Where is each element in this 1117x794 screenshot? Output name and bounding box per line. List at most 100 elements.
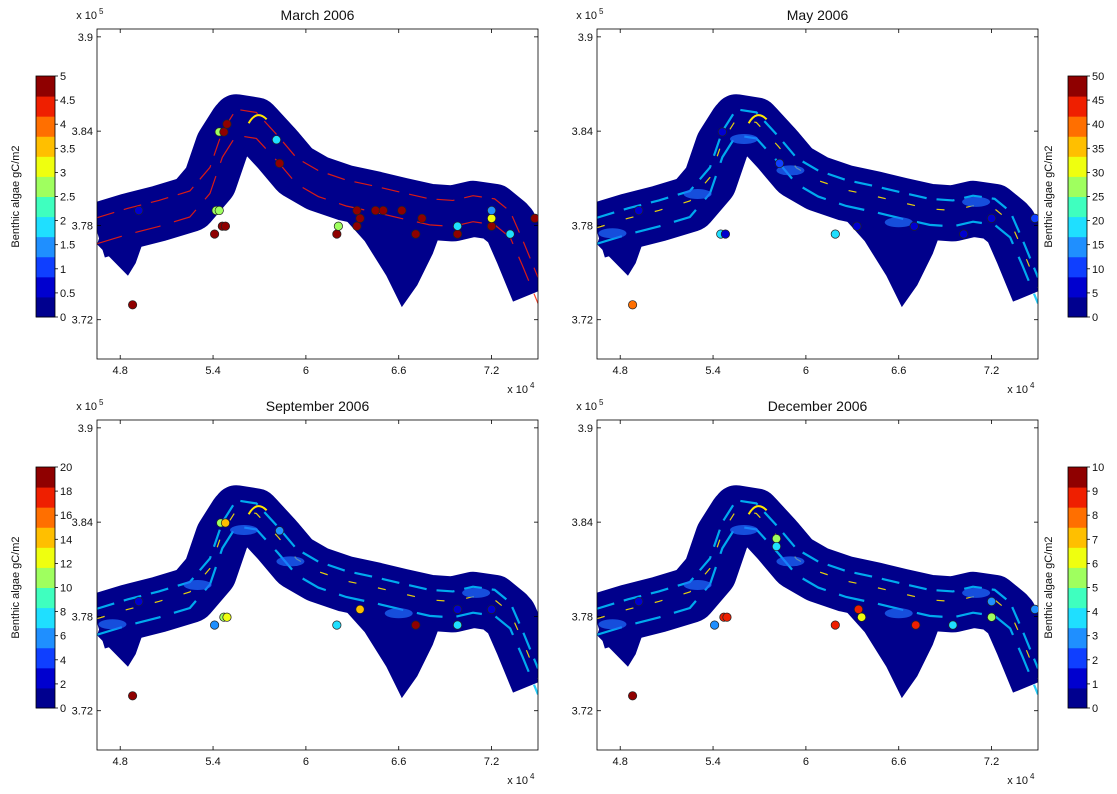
- x-tick-label: 5.4: [705, 756, 720, 768]
- colorbar-label: Benthic algae gC/m2: [10, 145, 22, 247]
- station-marker: [530, 213, 538, 223]
- y-tick-label: 3.9: [578, 32, 593, 44]
- colorbar-segment: [36, 136, 55, 157]
- colorbar-tick-label: 3.5: [60, 143, 75, 155]
- station-marker: [275, 158, 285, 168]
- colorbar-label: Benthic algae gC/m2: [1043, 536, 1055, 638]
- y-exponent-label: x 10: [576, 10, 597, 22]
- station-marker: [275, 526, 285, 536]
- panel-title: September 2006: [266, 398, 370, 414]
- river-bank-edge: [97, 134, 538, 304]
- station-marker: [411, 620, 421, 630]
- y-exponent-label: x 10: [576, 401, 597, 413]
- colorbar-tick-label: 40: [1092, 119, 1104, 131]
- colorbar-segment: [36, 216, 55, 238]
- algae-patch: [962, 587, 991, 598]
- x-exponent-power: 4: [530, 381, 535, 390]
- y-exponent-label: x 10: [76, 10, 97, 22]
- station-marker: [771, 541, 782, 552]
- y-tick-label: 3.78: [572, 220, 593, 232]
- colorbar-segment: [1068, 196, 1087, 218]
- x-tick-label: 5.4: [205, 756, 220, 768]
- colorbar-tick-label: 4.5: [60, 95, 75, 107]
- colorbar-segment: [36, 567, 55, 588]
- colorbar-segment: [36, 176, 55, 197]
- colorbar-label: Benthic algae gC/m2: [10, 536, 22, 638]
- colorbar-segment: [1068, 76, 1087, 97]
- station-marker: [452, 620, 463, 630]
- colorbar-tick-label: 8: [60, 607, 66, 619]
- colorbar-tick-label: 2: [1092, 655, 1098, 667]
- river-domain: [597, 94, 1038, 308]
- colorbar-tick-label: 5: [1092, 583, 1098, 595]
- station-marker: [378, 205, 388, 216]
- y-tick-label: 3.72: [72, 315, 93, 327]
- station-marker: [634, 596, 644, 607]
- colorbar-segment: [36, 96, 55, 117]
- colorbar-segment: [36, 76, 55, 97]
- colorbar-tick-label: 3: [60, 167, 66, 179]
- colorbar-tick-label: 5: [1092, 288, 1098, 300]
- station-marker: [487, 213, 497, 223]
- colorbar-segment: [36, 527, 55, 548]
- colorbar-segment: [36, 156, 55, 177]
- station-marker: [333, 221, 343, 231]
- station-marker: [222, 119, 232, 129]
- algae-patch: [962, 196, 991, 207]
- panel-title: May 2006: [787, 7, 849, 23]
- colorbar-tick-label: 10: [1092, 462, 1104, 474]
- x-tick-label: 4.8: [613, 365, 628, 377]
- river-bank-edge: [747, 114, 768, 124]
- station-marker: [452, 229, 463, 239]
- panel-4: December 2006 3.72 3.78 3.84 3.9 4.8 5.4 6 6.6 7.…: [572, 398, 1105, 787]
- panel-1: March 2006 3.72 3.78 3.84 3.9 4.8 5.4 6 6.6 7.2 x …: [10, 7, 539, 396]
- y-exponent-power: 5: [599, 7, 604, 16]
- station-marker: [771, 534, 782, 544]
- colorbar-tick-label: 9: [1092, 486, 1098, 498]
- colorbar-segment: [1068, 176, 1087, 197]
- colorbar-tick-label: 4: [60, 655, 66, 667]
- colorbar-tick-label: 7: [1092, 534, 1098, 546]
- station-marker: [1030, 213, 1038, 223]
- colorbar-segment: [1068, 687, 1087, 709]
- station-marker: [452, 221, 463, 231]
- colorbar-tick-label: 3: [1092, 631, 1098, 643]
- colorbar-tick-label: 0: [1092, 312, 1098, 324]
- colorbar-segment: [1068, 276, 1087, 298]
- colorbar-tick-label: 30: [1092, 167, 1104, 179]
- colorbar-segment: [1068, 567, 1087, 588]
- y-tick-label: 3.78: [72, 220, 93, 232]
- colorbar-tick-label: 35: [1092, 143, 1104, 155]
- colorbar-tick-label: 10: [1092, 264, 1104, 276]
- algae-patch: [683, 580, 712, 590]
- algae-patch: [598, 619, 627, 630]
- station-marker: [948, 620, 958, 630]
- station-marker: [628, 300, 638, 310]
- colorbar-segment: [36, 667, 55, 689]
- station-marker: [128, 300, 138, 310]
- colorbar-tick-label: 0: [1092, 703, 1098, 715]
- panel-3: September 2006 3.72 3.78 3.84 3.9 4.8 5.4 6 6.6 7…: [10, 398, 539, 787]
- panel-2: May 2006 3.72 3.78 3.84 3.9 4.8 5.4 6 6.6 7.2 x 10…: [572, 7, 1105, 396]
- station-marker: [628, 691, 638, 701]
- colorbar-segment: [36, 607, 55, 629]
- colorbar-segment: [36, 276, 55, 298]
- y-exponent-label: x 10: [76, 401, 97, 413]
- colorbar-tick-label: 15: [1092, 240, 1104, 252]
- y-tick-label: 3.9: [578, 423, 593, 435]
- station-marker: [219, 127, 229, 137]
- x-tick-label: 7.2: [984, 365, 999, 377]
- x-tick-label: 4.8: [613, 756, 628, 768]
- colorbar: 0 0.5 1 1.5 2 2.5 3 3.5 4 4.5 5 Benthic algae gC/m2: [10, 71, 75, 324]
- river-bank-edge: [747, 505, 768, 515]
- station-markers: [128, 119, 538, 310]
- x-tick-label: 6: [303, 365, 309, 377]
- river-bank-edge: [247, 114, 268, 124]
- station-marker: [220, 221, 230, 231]
- station-marker: [332, 620, 342, 630]
- river-bank-edge: [597, 134, 1038, 304]
- y-tick-label: 3.72: [72, 706, 93, 718]
- x-tick-label: 5.4: [705, 365, 720, 377]
- y-tick-label: 3.84: [72, 126, 93, 138]
